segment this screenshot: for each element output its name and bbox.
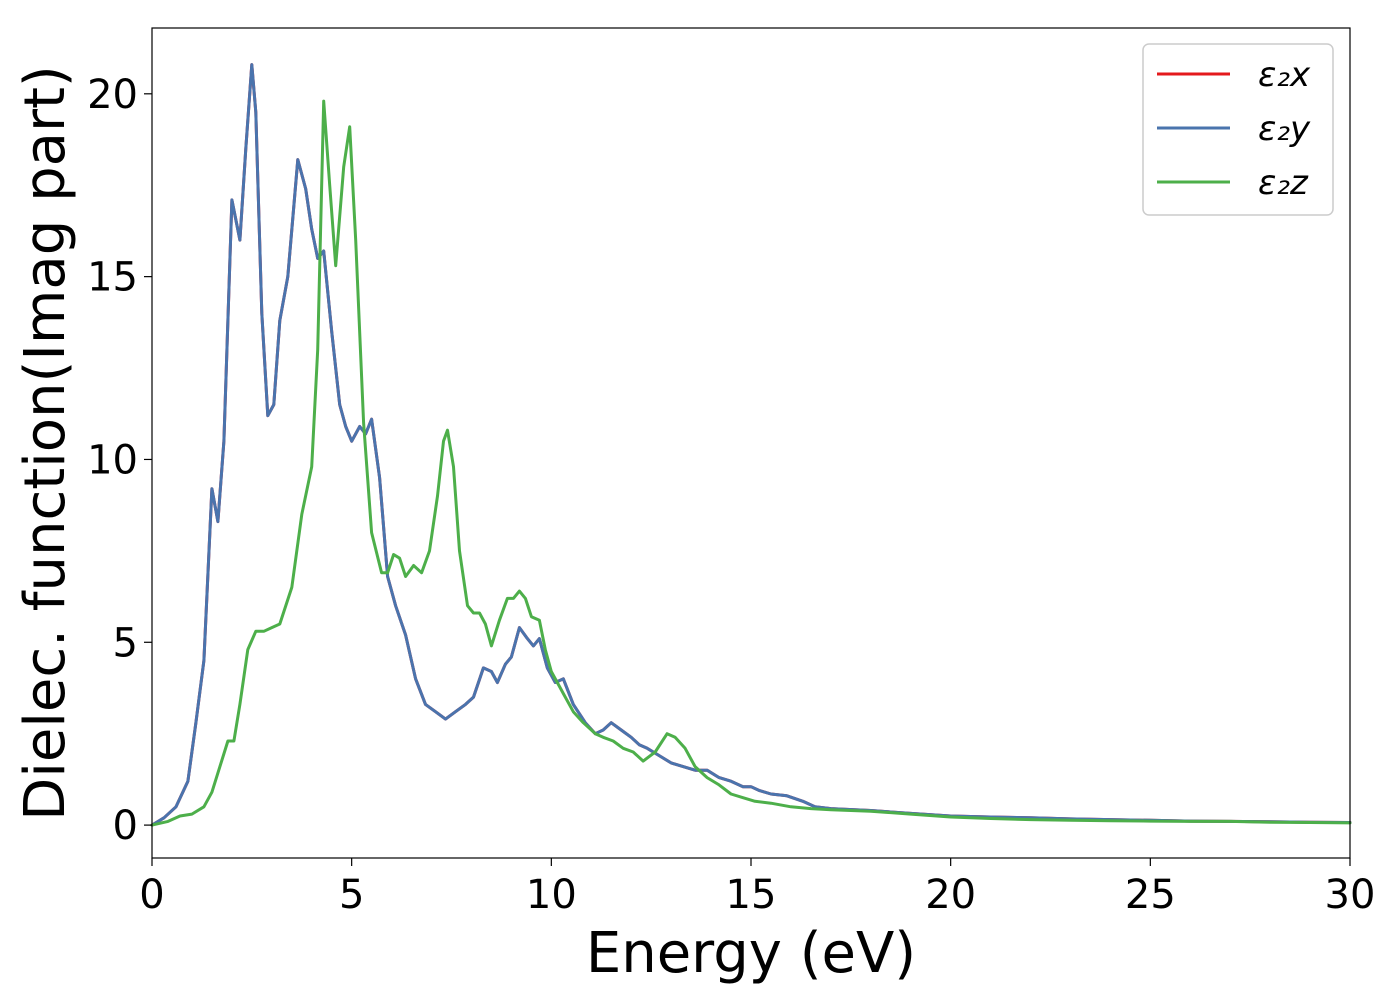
y-tick-label: 15: [87, 255, 138, 301]
x-tick-label: 10: [526, 872, 577, 918]
y-tick-label: 20: [87, 72, 138, 118]
y-axis-label: Dielec. function(Imag part): [13, 65, 78, 821]
x-tick-label: 5: [339, 872, 364, 918]
y-tick-label: 0: [113, 803, 138, 849]
legend-box: [1142, 43, 1334, 216]
y-tick-label: 5: [113, 620, 138, 666]
series-line-2: [150, 63, 1352, 827]
x-tick-label: 25: [1125, 872, 1176, 918]
x-tick-label: 30: [1325, 872, 1376, 918]
legend-label-3: ε₂z: [1258, 163, 1309, 203]
x-axis-label: Energy (eV): [586, 921, 916, 986]
y-tick-label: 10: [87, 437, 138, 483]
series-layer: [150, 63, 1352, 827]
legend-label-1: ε₂x: [1258, 55, 1311, 95]
legend-entries: ε₂x ε₂y ε₂z: [1157, 55, 1311, 203]
y-axis-ticks: 0 5 10 15 20: [87, 72, 152, 849]
x-axis-ticks: 0 5 10 15 20 25 30: [139, 858, 1375, 918]
series-line-3: [150, 99, 1352, 827]
x-tick-label: 15: [726, 872, 777, 918]
legend: ε₂x ε₂y ε₂z: [1142, 43, 1334, 216]
x-tick-label: 0: [139, 872, 164, 918]
legend-label-2: ε₂y: [1258, 109, 1311, 149]
x-tick-label: 20: [925, 872, 976, 918]
